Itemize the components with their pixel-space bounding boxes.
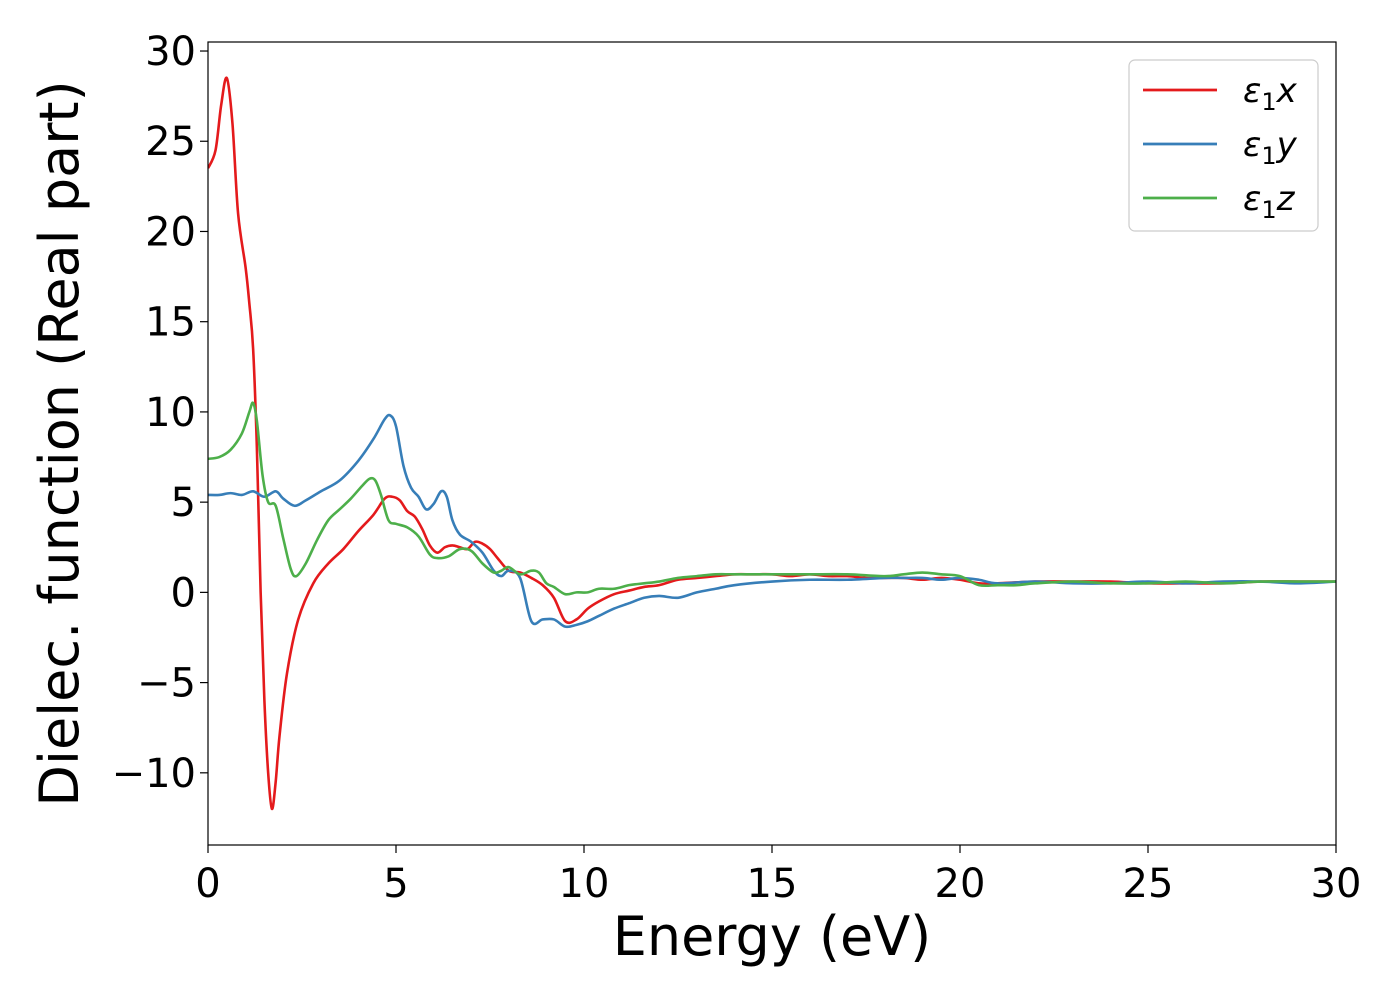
y-tick-label: 10 bbox=[145, 390, 196, 436]
x-tick-label: 30 bbox=[1311, 861, 1362, 907]
legend: ε1x ε1y ε1z bbox=[1128, 59, 1319, 232]
y-tick-label: 0 bbox=[171, 570, 196, 616]
x-axis: 0 5 10 15 20 25 30 bbox=[195, 845, 1361, 907]
legend-label: ε1z bbox=[1243, 179, 1296, 224]
x-tick-label: 5 bbox=[383, 861, 408, 907]
y-tick-label: 15 bbox=[145, 300, 196, 346]
legend-entry-x: ε1x bbox=[1143, 71, 1298, 116]
legend-entry-z: ε1z bbox=[1143, 179, 1296, 224]
legend-entry-y: ε1y bbox=[1143, 125, 1298, 170]
y-tick-label: 20 bbox=[145, 209, 196, 255]
y-axis-label: Dielec. function (Real part) bbox=[28, 80, 91, 806]
legend-label: ε1y bbox=[1243, 125, 1298, 170]
y-axis: −10 −5 0 5 10 15 20 25 30 bbox=[112, 29, 208, 797]
y-tick-label: 30 bbox=[145, 29, 196, 75]
y-tick-label: 25 bbox=[145, 119, 196, 165]
x-tick-label: 15 bbox=[747, 861, 798, 907]
series-line-y bbox=[208, 413, 1336, 629]
y-tick-label: −5 bbox=[137, 661, 196, 707]
x-tick-label: 20 bbox=[935, 861, 986, 907]
series-line-z bbox=[208, 401, 1336, 596]
x-tick-label: 10 bbox=[559, 861, 610, 907]
x-tick-label: 0 bbox=[195, 861, 220, 907]
plot-series-group bbox=[208, 76, 1336, 811]
x-tick-label: 25 bbox=[1123, 861, 1174, 907]
y-tick-label: 5 bbox=[171, 480, 196, 526]
x-axis-label: Energy (eV) bbox=[613, 905, 932, 968]
legend-box bbox=[1128, 59, 1319, 232]
series-line-x bbox=[208, 76, 1336, 811]
legend-label: ε1x bbox=[1243, 71, 1298, 116]
y-tick-label: −10 bbox=[112, 751, 196, 797]
